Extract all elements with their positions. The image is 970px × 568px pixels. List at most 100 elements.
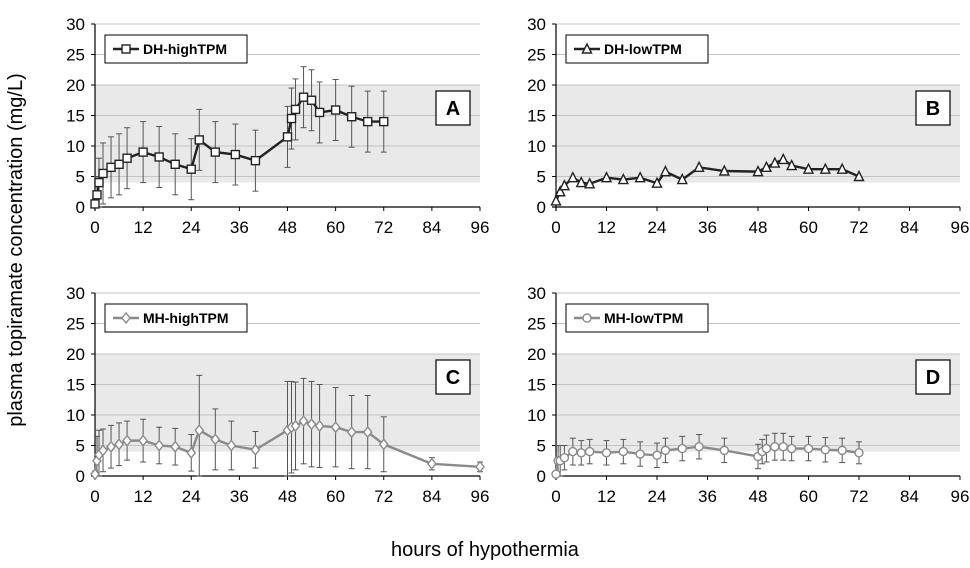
y-tick-label: 25: [66, 46, 85, 65]
y-tick-label: 0: [76, 467, 85, 486]
panel-a: 0 5 10 15 20 25 30 0 12 24 36 48 60 72 84 96 DH-highTPM A: [66, 15, 489, 237]
y-tick-label: 20: [527, 76, 546, 95]
data-point: [659, 165, 672, 177]
data-point: [634, 171, 646, 183]
data-point: [676, 172, 688, 185]
legend-label: DH-highTPM: [143, 41, 227, 57]
data-point: [330, 105, 341, 115]
data-point: [186, 446, 197, 459]
data-point: [298, 92, 309, 102]
x-tick-label: 24: [648, 487, 667, 506]
data-point: [584, 446, 595, 457]
x-tick-label: 72: [374, 218, 393, 237]
data-point: [290, 104, 301, 115]
data-point: [786, 158, 798, 171]
legend-marker: [581, 42, 593, 54]
data-point: [777, 152, 789, 165]
x-tick-label: 12: [134, 218, 153, 237]
y-tick-label: 15: [527, 376, 546, 395]
data-point: [98, 168, 108, 179]
x-tick-label: 60: [799, 487, 818, 506]
y-tick-label: 30: [66, 15, 85, 34]
data-point: [576, 448, 586, 458]
x-tick-label: 84: [900, 487, 919, 506]
data-point: [786, 443, 797, 454]
data-point: [210, 433, 221, 446]
x-tick-label: 36: [698, 487, 717, 506]
y-tick-label: 15: [66, 107, 85, 126]
data-point: [760, 160, 773, 173]
x-tick-label: 36: [698, 218, 717, 237]
data-point: [554, 185, 566, 197]
panel-label: B: [926, 98, 940, 120]
data-point: [617, 172, 629, 185]
data-point: [194, 135, 204, 145]
data-point: [575, 176, 587, 188]
data-point: [475, 460, 485, 473]
x-tick-label: 48: [278, 218, 297, 237]
y-tick-label: 10: [527, 137, 546, 156]
data-point: [114, 159, 124, 170]
data-point: [250, 155, 261, 166]
data-point: [138, 147, 148, 157]
y-tick-label: 30: [527, 15, 546, 34]
data-point: [250, 443, 261, 456]
data-point: [693, 160, 705, 173]
panel-label-box: [915, 90, 951, 126]
y-tick-label: 25: [66, 315, 85, 334]
panel-label-box: [435, 90, 471, 126]
data-point: [568, 446, 578, 457]
y-tick-label: 5: [76, 437, 85, 456]
x-tick-label: 36: [230, 218, 249, 237]
data-point: [230, 149, 241, 160]
data-point: [306, 95, 317, 105]
x-tick-label: 96: [471, 487, 490, 506]
x-tick-label: 72: [850, 218, 869, 237]
data-point: [346, 112, 357, 122]
x-tick-label: 36: [230, 487, 249, 506]
data-point: [567, 171, 579, 183]
data-point: [314, 419, 325, 433]
data-point: [600, 171, 613, 183]
x-tick-label: 84: [900, 218, 919, 237]
panel-c: 0 5 10 15 20 25 30 0 12 24 36 48 60 72 84 96 MH-highTPM C: [66, 284, 489, 506]
data-point: [379, 116, 389, 127]
data-point: [90, 468, 100, 481]
data-point: [836, 162, 848, 174]
data-point: [170, 159, 180, 170]
data-point: [837, 445, 847, 456]
data-point: [802, 162, 815, 174]
data-point: [138, 434, 149, 447]
x-tick-label: 12: [597, 218, 616, 237]
data-point: [170, 440, 181, 453]
data-point: [819, 162, 831, 174]
x-tick-label: 0: [90, 218, 99, 237]
x-tick-label: 60: [326, 487, 345, 506]
legend-marker: [121, 44, 131, 54]
x-tick-label: 0: [551, 218, 560, 237]
legend-label: DH-lowTPM: [604, 41, 682, 57]
data-point: [652, 450, 662, 460]
data-point: [651, 176, 663, 188]
data-point: [286, 113, 297, 124]
data-point: [194, 424, 205, 437]
x-tick-label: 48: [278, 487, 297, 506]
data-point: [719, 445, 730, 456]
x-tick-label: 48: [749, 487, 768, 506]
data-point: [210, 147, 221, 157]
panel-label: A: [446, 98, 460, 120]
y-tick-label: 30: [66, 284, 85, 303]
x-tick-label: 24: [648, 218, 667, 237]
y-tick-label: 20: [66, 76, 85, 95]
y-tick-label: 5: [537, 437, 546, 456]
y-tick-label: 10: [66, 137, 85, 156]
data-point: [98, 444, 108, 457]
data-point: [718, 164, 730, 176]
panel-b: 0 5 10 15 20 25 30 0 12 24 36 48 60 72 84 96 DH-lowTPM B: [527, 15, 969, 237]
data-point: [769, 156, 781, 168]
legend-marker: [582, 313, 592, 323]
data-point: [92, 190, 102, 200]
data-point: [550, 194, 562, 206]
data-point: [660, 445, 671, 456]
y-tick-label: 10: [66, 406, 85, 425]
